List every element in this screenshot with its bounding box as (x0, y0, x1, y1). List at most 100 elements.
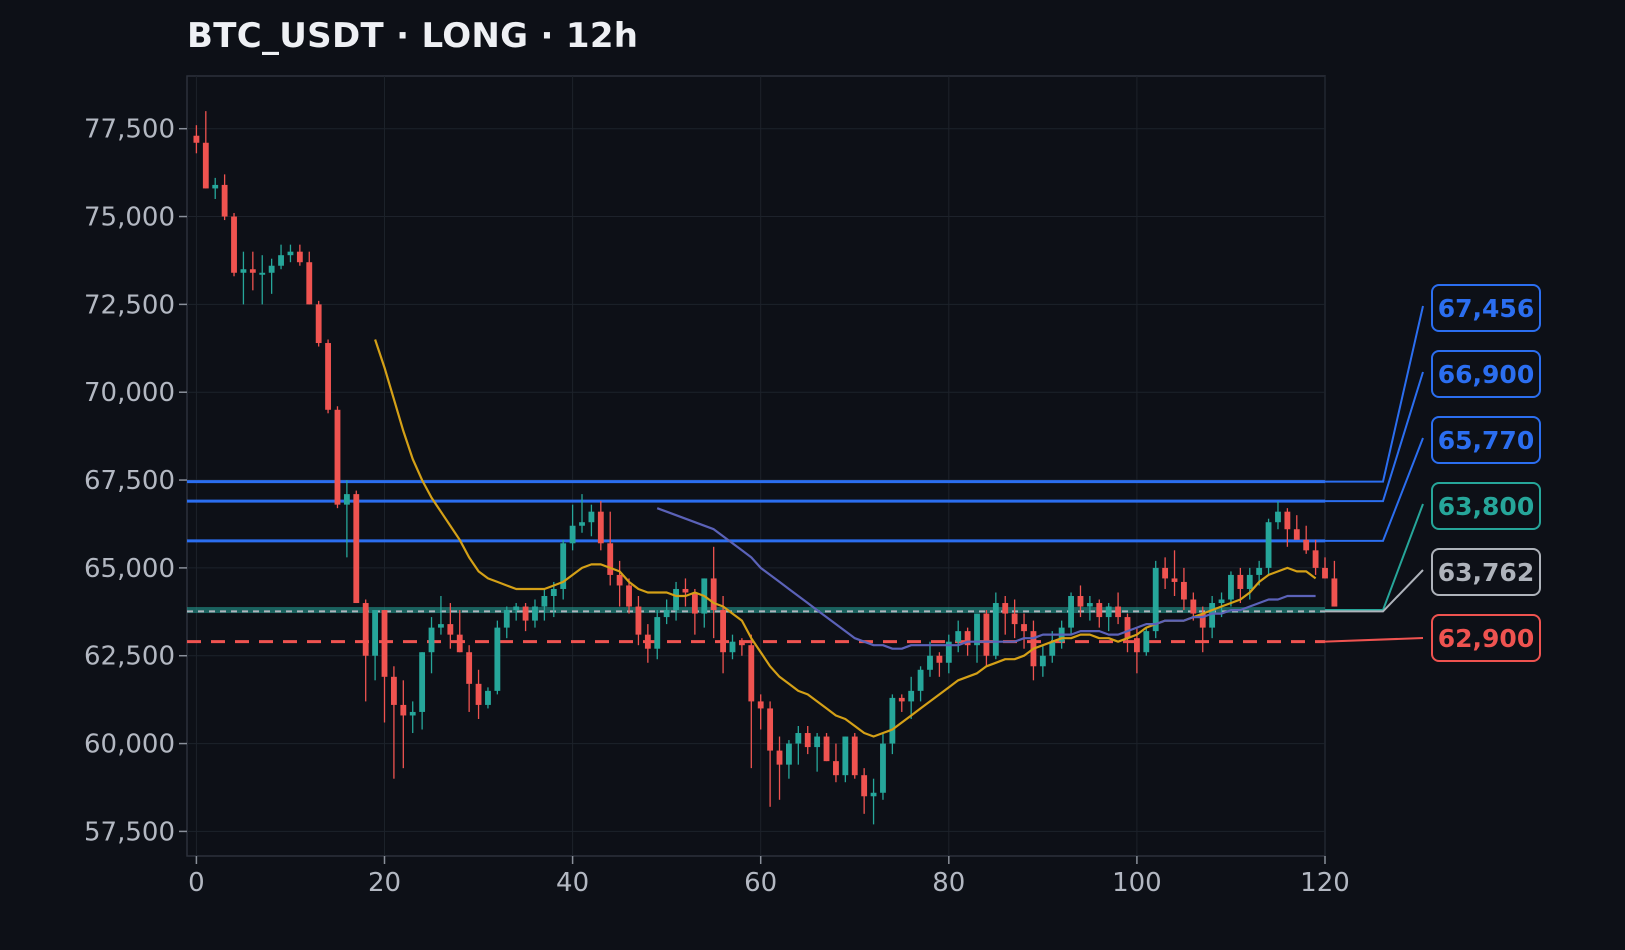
candle-body (880, 743, 886, 793)
candle-body (889, 697, 896, 744)
candle-body (804, 733, 811, 748)
candle-body (898, 697, 905, 702)
candle-body (964, 631, 971, 646)
candle-body (597, 511, 604, 544)
tp2-leader-line (1325, 371, 1424, 503)
candle-body (1312, 550, 1319, 568)
candle-body (588, 511, 595, 523)
candle-body (353, 494, 360, 604)
candle-body (419, 652, 426, 712)
candle-body (691, 592, 698, 614)
candle-body (428, 627, 435, 653)
candle-body (870, 792, 877, 797)
candle-body (1124, 617, 1131, 639)
plot-area (186, 75, 1326, 857)
candle-body (249, 269, 256, 273)
y-axis: 57,500 60,000 62,500 65,000 67,500 70,000 72,5… (84, 115, 187, 847)
candle-body (221, 184, 228, 217)
candle-body (550, 588, 557, 596)
candle-body (541, 596, 548, 607)
y-tick-label: 60,000 (84, 730, 175, 760)
candle-body (193, 135, 200, 143)
candle-body (616, 574, 623, 586)
candle-body (786, 743, 792, 765)
candle-body (1068, 596, 1074, 628)
candle-body (381, 610, 388, 677)
x-tick-label: 80 (932, 868, 965, 898)
candle-body (1322, 567, 1328, 579)
candle-body (325, 343, 331, 410)
candle-body (1152, 567, 1159, 632)
candle-body (287, 251, 294, 256)
candle-body (1096, 603, 1103, 618)
entry-band (187, 607, 1325, 614)
candle-body (1331, 578, 1338, 607)
tp3-leader-line (1325, 305, 1424, 483)
candle-body (1275, 511, 1281, 523)
candle-body (1011, 613, 1018, 625)
candle-body (710, 578, 717, 611)
chart-title: BTC_USDT · LONG · 12h (187, 16, 639, 56)
price-tags: 67,456 66,900 65,770 63,800 63,762 62,900 (1324, 284, 1541, 662)
y-tick-label: 75,000 (84, 203, 175, 233)
candle-body (202, 142, 209, 189)
candle-body (607, 543, 614, 575)
candle-body (513, 606, 520, 611)
candle-body (231, 216, 237, 273)
tp2-price-tag (1431, 350, 1541, 398)
candle-body (1077, 596, 1084, 607)
candle-body (409, 711, 416, 716)
candle-body (315, 304, 322, 344)
candle-body (268, 265, 275, 273)
candle-body (936, 655, 943, 663)
candle-body (296, 251, 303, 263)
candle-body (362, 603, 369, 656)
candle-body (569, 525, 576, 544)
x-tick-label: 100 (1112, 868, 1162, 898)
candle-body (955, 631, 962, 642)
candle-body (917, 669, 924, 691)
candle-body (861, 775, 868, 797)
candle-body (475, 683, 482, 705)
candle-body (682, 588, 689, 593)
candle-body (673, 588, 679, 611)
candle-body (814, 736, 821, 748)
candle-body (438, 624, 444, 628)
moving-averages (374, 339, 1317, 738)
candles (193, 111, 1338, 825)
tp3-price-label: 67,456 (1438, 294, 1534, 323)
tp1-price-tag (1431, 416, 1541, 464)
candle-body (1293, 529, 1300, 540)
candle-body (306, 262, 313, 305)
candle-body (654, 617, 661, 649)
candle-body (579, 522, 585, 526)
candle-body (334, 409, 341, 505)
current-price-tag (1431, 548, 1541, 596)
stop-price-tag (1431, 614, 1541, 662)
candle-body (1049, 641, 1056, 656)
entry-price-tag (1431, 482, 1541, 530)
candle-body (738, 641, 745, 646)
candle-body (1021, 624, 1027, 632)
candle-body (1246, 574, 1253, 589)
candle-body (1039, 655, 1046, 667)
candle-body (823, 736, 830, 762)
x-axis: 0 20 40 60 80 100 120 (188, 856, 1350, 898)
candle-body (390, 676, 397, 705)
entry-leader-line (1325, 503, 1424, 612)
x-tick-label: 60 (744, 868, 777, 898)
candle-body (767, 708, 774, 751)
candle-body (494, 627, 501, 691)
candle-body (1181, 581, 1187, 600)
candle-body (729, 641, 736, 653)
candle-body (343, 494, 350, 505)
candle-body (851, 736, 858, 776)
ma-slow-line (656, 507, 1316, 650)
candle-body (503, 610, 510, 628)
stop-price-label: 62,900 (1438, 624, 1534, 653)
candle-body (1143, 631, 1150, 653)
stop-leader-line (1324, 637, 1424, 643)
current-leader-line (1325, 569, 1424, 613)
candle-body (842, 736, 849, 776)
